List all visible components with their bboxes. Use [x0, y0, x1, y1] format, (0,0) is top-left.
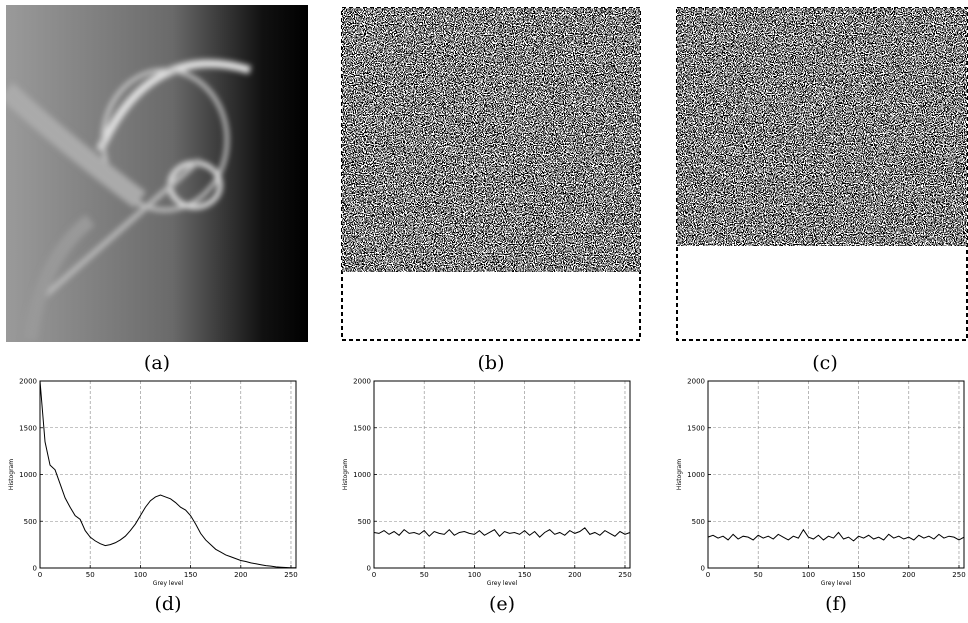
- x-tick-label: 100: [468, 571, 481, 579]
- caption: (d): [155, 593, 182, 615]
- y-tick-label: 0: [33, 565, 37, 573]
- x-tick-label: 200: [568, 571, 581, 579]
- x-tick-label: 150: [518, 571, 531, 579]
- y-tick-label: 1500: [353, 424, 371, 432]
- histogram-line: [39, 380, 297, 569]
- noise-image: [341, 7, 641, 341]
- y-axis-label: Histogram: [342, 459, 349, 490]
- y-tick-label: 2000: [19, 378, 37, 386]
- x-tick-label: 50: [420, 571, 429, 579]
- x-tick-label: 0: [706, 571, 710, 579]
- x-tick-label: 50: [754, 571, 763, 579]
- y-tick-label: 500: [24, 518, 37, 526]
- y-tick-label: 1000: [353, 471, 371, 479]
- x-tick-label: 100: [802, 571, 815, 579]
- x-axis-label: Grey level: [153, 580, 184, 587]
- caption: (c): [812, 352, 837, 374]
- x-tick-label: 50: [86, 571, 95, 579]
- y-tick-label: 1000: [687, 471, 705, 479]
- y-axis-label: Histogram: [8, 459, 15, 490]
- caption: (a): [144, 352, 170, 374]
- x-tick-label: 250: [952, 571, 965, 579]
- x-tick-label: 0: [38, 571, 42, 579]
- x-tick-label: 150: [852, 571, 865, 579]
- x-axis-label: Grey level: [821, 580, 852, 587]
- y-tick-label: 500: [692, 518, 705, 526]
- histogram-line: [373, 527, 631, 538]
- y-axis-label: Histogram: [676, 459, 683, 490]
- x-tick-label: 250: [618, 571, 631, 579]
- caption: (b): [478, 352, 505, 374]
- caption: (f): [825, 593, 847, 615]
- y-tick-label: 1000: [19, 471, 37, 479]
- x-axis-label: Grey level: [487, 580, 518, 587]
- histogram-line: [707, 528, 965, 542]
- y-tick-label: 2000: [353, 378, 371, 386]
- x-tick-label: 200: [902, 571, 915, 579]
- plot-frame: [373, 380, 631, 569]
- y-tick-label: 0: [367, 565, 371, 573]
- caption: (e): [489, 593, 515, 615]
- x-tick-label: 250: [284, 571, 297, 579]
- y-tick-label: 2000: [687, 378, 705, 386]
- x-tick-label: 150: [184, 571, 197, 579]
- plot-frame: [39, 380, 297, 569]
- y-tick-label: 0: [701, 565, 705, 573]
- xray-image: [6, 5, 308, 342]
- y-tick-label: 500: [358, 518, 371, 526]
- y-tick-label: 1500: [687, 424, 705, 432]
- x-tick-label: 100: [134, 571, 147, 579]
- x-tick-label: 0: [372, 571, 376, 579]
- plot-frame: [707, 380, 965, 569]
- x-tick-label: 200: [234, 571, 247, 579]
- noise-image: [676, 7, 968, 341]
- y-tick-label: 1500: [19, 424, 37, 432]
